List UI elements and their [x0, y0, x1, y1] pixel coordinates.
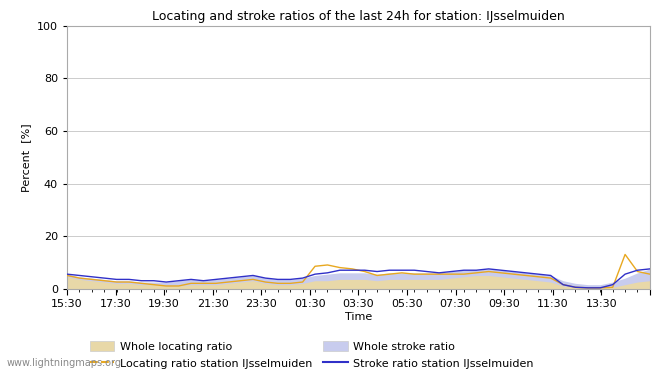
Legend: Whole locating ratio, Locating ratio station IJsselmuiden, Whole stroke ratio, S: Whole locating ratio, Locating ratio sta… [90, 342, 534, 369]
Title: Locating and stroke ratios of the last 24h for station: IJsselmuiden: Locating and stroke ratios of the last 2… [152, 10, 565, 23]
Y-axis label: Percent  [%]: Percent [%] [21, 123, 31, 192]
X-axis label: Time: Time [345, 312, 372, 322]
Text: www.lightningmaps.org: www.lightningmaps.org [7, 358, 122, 368]
